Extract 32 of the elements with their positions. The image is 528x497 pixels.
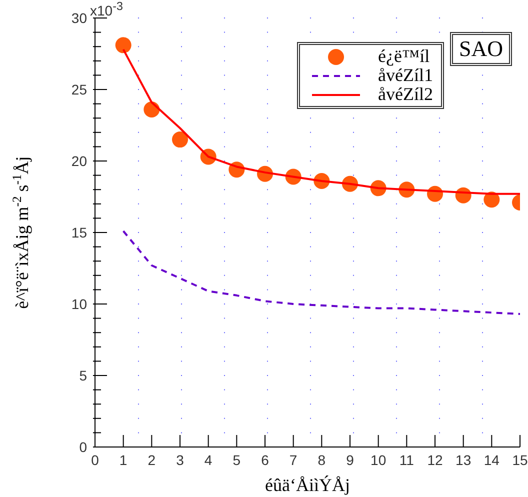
- legend-label: åvéZíl1: [378, 65, 433, 85]
- x-tick-label: 2: [148, 452, 156, 468]
- x-tick-label: 9: [346, 452, 354, 468]
- y-tick-label: 15: [71, 224, 88, 240]
- x-tick-label: 7: [289, 452, 298, 468]
- x-tick-label: 13: [456, 452, 472, 468]
- x-tick-label: 5: [232, 452, 241, 468]
- line-series: [122, 230, 520, 316]
- point: [115, 37, 132, 54]
- y-tick-label: 5: [79, 368, 88, 384]
- x-tick-label: 6: [261, 452, 270, 468]
- x-tick-label: 4: [204, 452, 212, 468]
- x-tick-label: 3: [176, 452, 184, 468]
- legend-label: åvéZíl2: [378, 84, 433, 104]
- x-tick-label: 1: [119, 452, 128, 468]
- x-tick-label: 14: [484, 452, 500, 468]
- x-tick-label: 15: [512, 452, 528, 468]
- y-tick-label: 0: [79, 439, 88, 455]
- annotation: SAO: [450, 32, 512, 66]
- point: [172, 132, 188, 148]
- x-tick-label: 12: [427, 452, 443, 468]
- x-axis-title: éûä‘ÅiìÝÅj: [265, 475, 350, 495]
- annotation: x10$^{-3}$: [90, 0, 124, 19]
- legend-label: é¿ë™íl: [378, 46, 430, 66]
- y-tick-label: 25: [71, 82, 88, 98]
- x-tick-label: 0: [91, 452, 100, 468]
- x-tick-label: 11: [399, 452, 414, 468]
- y-tick-label: 30: [71, 10, 88, 26]
- x-tick-label: 10: [370, 452, 386, 468]
- y-tick-label: 20: [71, 153, 88, 169]
- y-tick-label: 10: [71, 296, 88, 312]
- x-tick-label: 8: [318, 452, 326, 468]
